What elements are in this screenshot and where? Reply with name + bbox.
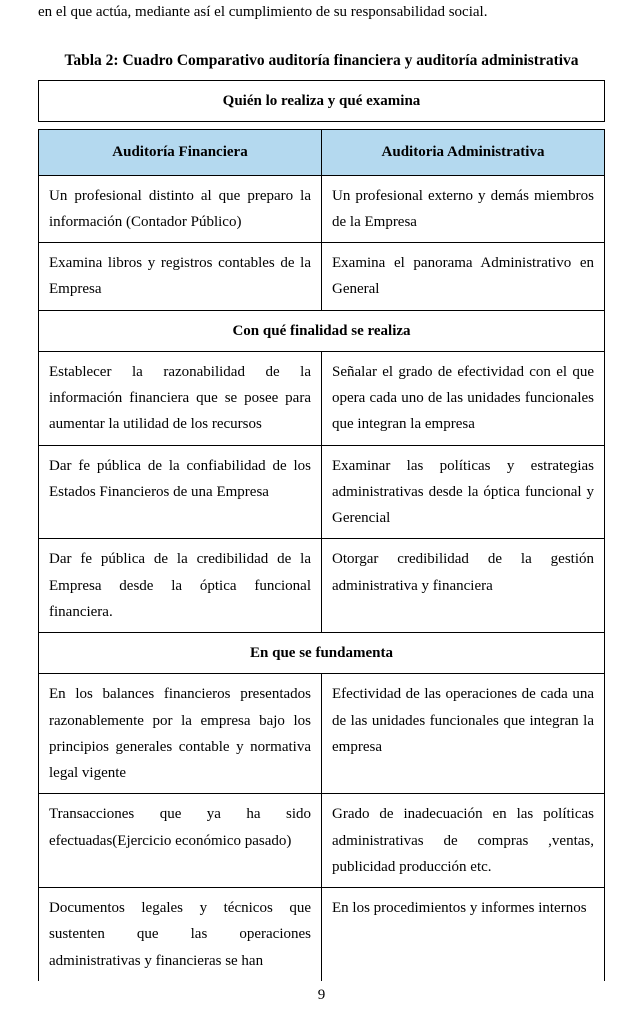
table-caption: Tabla 2: Cuadro Comparativo auditoría fi…: [38, 52, 605, 70]
cell-s2-r2-left: Dar fe pública de la confiabilidad de lo…: [39, 445, 322, 539]
cell-s1-r1-left: Un profesional distinto al que preparo l…: [39, 175, 322, 243]
cell-s3-r3-right: En los procedimientos y informes interno…: [322, 888, 605, 981]
cell-s3-r1-left: En los balances financieros presentados …: [39, 674, 322, 794]
comparison-table: Quién lo realiza y qué examina Auditoría…: [38, 80, 605, 981]
cell-s2-r3-left: Dar fe pública de la credibilidad de la …: [39, 539, 322, 633]
section-header-3: En que se fundamenta: [39, 633, 605, 674]
document-page: en el que actúa, mediante así el cumplim…: [0, 0, 643, 1034]
cell-s2-r1-right: Señalar el grado de efectividad con el q…: [322, 351, 605, 445]
cell-s1-r2-left: Examina libros y registros contables de …: [39, 243, 322, 311]
cell-s2-r2-right: Examinar las políticas y estrategias adm…: [322, 445, 605, 539]
section-header-2: Con qué finalidad se realiza: [39, 310, 605, 351]
page-number: 9: [38, 987, 605, 1004]
cell-s3-r2-left: Transacciones que ya ha sido efectuadas(…: [39, 794, 322, 888]
cell-s3-r1-right: Efectividad de las operaciones de cada u…: [322, 674, 605, 794]
cell-s1-r1-right: Un profesional externo y demás miembros …: [322, 175, 605, 243]
section-header-1: Quién lo realiza y qué examina: [39, 81, 605, 122]
column-header-left: Auditoría Financiera: [39, 130, 322, 175]
leading-text-fragment: en el que actúa, mediante así el cumplim…: [38, 0, 605, 24]
column-header-right: Auditoria Administrativa: [322, 130, 605, 175]
cell-s2-r3-right: Otorgar credibilidad de la gestión admin…: [322, 539, 605, 633]
cell-s3-r3-left: Documentos legales y técnicos que susten…: [39, 888, 322, 981]
spacer: [39, 122, 605, 130]
cell-s3-r2-right: Grado de inadecuación en las políticas a…: [322, 794, 605, 888]
cell-s2-r1-left: Establecer la razonabilidad de la inform…: [39, 351, 322, 445]
cell-s1-r2-right: Examina el panorama Administrativo en Ge…: [322, 243, 605, 311]
